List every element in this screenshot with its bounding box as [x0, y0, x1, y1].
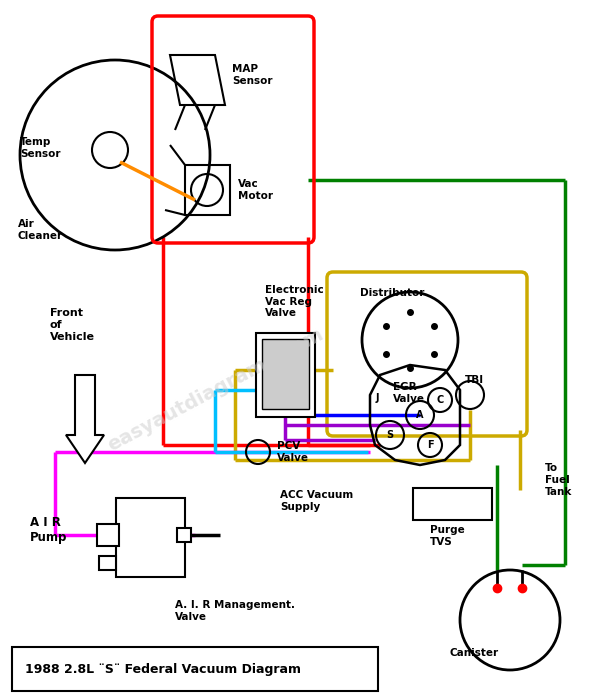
Text: easyautdiagrams.com: easyautdiagrams.com [104, 325, 326, 455]
Text: Purge
TVS: Purge TVS [430, 525, 465, 547]
Text: J: J [375, 393, 379, 403]
FancyArrow shape [66, 375, 104, 463]
Text: S: S [386, 430, 394, 440]
Text: Front
of
Vehicle: Front of Vehicle [50, 309, 95, 342]
Text: PCV
Valve: PCV Valve [277, 441, 309, 463]
FancyBboxPatch shape [177, 528, 191, 542]
Text: 1988 2.8L ¨S¨ Federal Vacuum Diagram: 1988 2.8L ¨S¨ Federal Vacuum Diagram [25, 662, 301, 676]
Text: A: A [416, 410, 424, 420]
Text: A. I. R Management.
Valve: A. I. R Management. Valve [175, 600, 295, 622]
Text: EGR
Valve: EGR Valve [393, 382, 425, 404]
FancyBboxPatch shape [12, 647, 378, 691]
Text: Vac
Motor: Vac Motor [238, 179, 273, 201]
Text: MAP
Sensor: MAP Sensor [232, 64, 272, 86]
Text: Electronic
Vac Reg
Valve: Electronic Vac Reg Valve [265, 285, 324, 318]
Text: TBI: TBI [465, 375, 484, 385]
Text: F: F [427, 440, 433, 450]
Text: Canister: Canister [450, 648, 499, 658]
FancyBboxPatch shape [116, 498, 185, 577]
Text: Temp
Sensor: Temp Sensor [20, 137, 61, 159]
FancyBboxPatch shape [99, 556, 116, 570]
Text: ACC Vacuum
Supply: ACC Vacuum Supply [280, 490, 353, 512]
Text: To
Fuel
Tank: To Fuel Tank [545, 463, 572, 496]
FancyBboxPatch shape [413, 488, 492, 520]
Text: C: C [436, 395, 443, 405]
FancyBboxPatch shape [97, 524, 119, 546]
FancyBboxPatch shape [262, 339, 309, 409]
Text: Air
Cleaner: Air Cleaner [18, 219, 63, 241]
FancyBboxPatch shape [256, 333, 315, 417]
Text: Distributor: Distributor [360, 288, 424, 298]
Text: A I R
Pump: A I R Pump [30, 516, 67, 544]
